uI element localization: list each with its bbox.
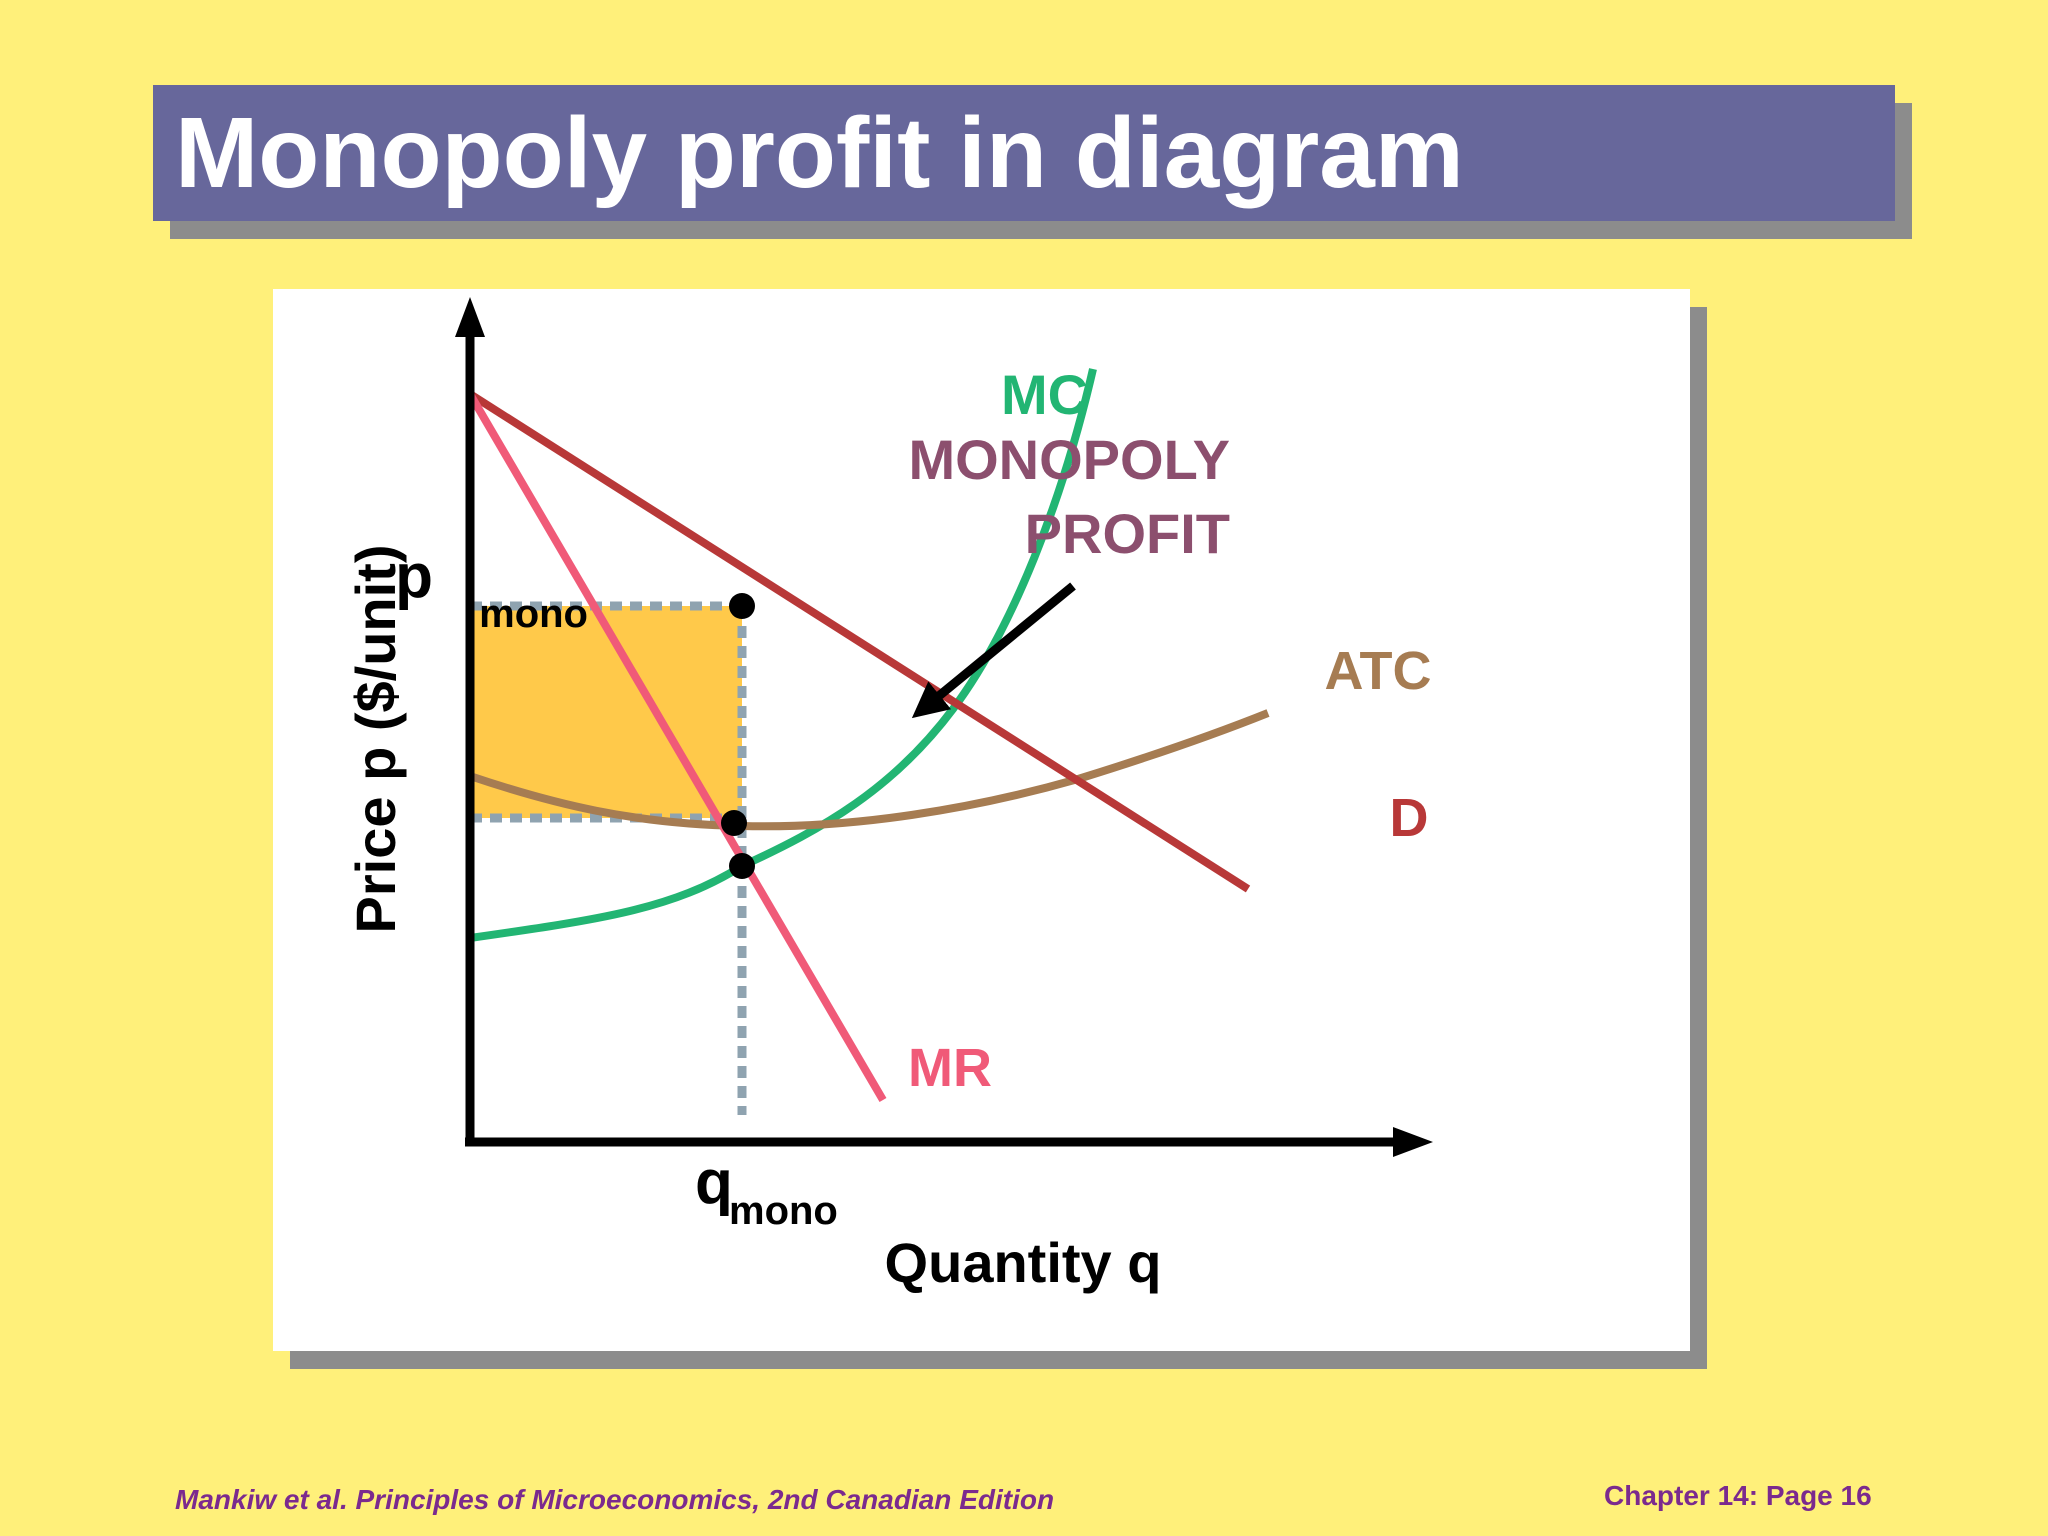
mr-label: MR — [908, 1038, 992, 1098]
slide-title: Monopoly profit in diagram — [175, 97, 1464, 209]
atc-point — [721, 810, 747, 836]
profit-label-line1: MONOPOLY — [908, 428, 1230, 491]
q-mono-main: q — [695, 1148, 733, 1217]
x-axis-label: Quantity q — [885, 1231, 1162, 1294]
p-mono-label: p — [395, 542, 433, 611]
diagram-panel: MONOPOLY PROFIT MC ATC D MR p mono q mon… — [273, 289, 1690, 1351]
monopoly-diagram: MONOPOLY PROFIT MC ATC D MR p mono q mon… — [344, 297, 1433, 1294]
mc-curve — [469, 368, 1097, 942]
p-mono-sub: mono — [479, 592, 588, 636]
footer-citation: Mankiw et al. Principles of Microeconomi… — [175, 1484, 1055, 1515]
mc-mr-point — [729, 853, 755, 879]
atc-curve — [468, 709, 1270, 831]
demand-curve — [467, 390, 1251, 893]
x-axis-arrow — [1393, 1127, 1433, 1157]
demand-point — [729, 593, 755, 619]
title-bar: Monopoly profit in diagram — [153, 85, 1895, 221]
q-mono-sub: mono — [729, 1189, 838, 1233]
profit-label-line2: PROFIT — [1025, 502, 1230, 565]
mc-label: MC — [1001, 363, 1088, 426]
p-mono-main: p — [395, 542, 433, 611]
y-axis-arrow — [455, 297, 485, 337]
mr-curve — [466, 391, 887, 1103]
demand-label: D — [1390, 788, 1429, 848]
y-axis-label: Price p ($/unit) — [344, 545, 407, 934]
atc-label: ATC — [1325, 641, 1432, 701]
footer-page-number: Chapter 14: Page 16 — [1604, 1480, 1872, 1511]
profit-arrow — [911, 582, 1076, 719]
